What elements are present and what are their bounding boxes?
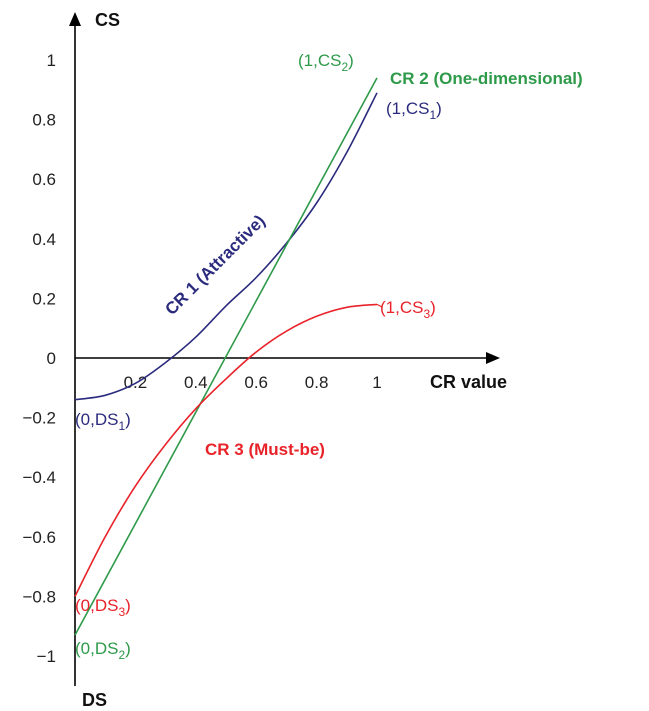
y-tick-label: −0.6 — [22, 528, 56, 547]
point-annotations: (1,CS2) (1,CS1) (1,CS3) (0,DS1) (0,DS3) (0,DS… — [75, 51, 442, 662]
x-axis-arrow — [486, 352, 500, 364]
x-tick-label: 0.4 — [184, 373, 208, 392]
anno-ds3: (0,DS3) — [75, 596, 131, 619]
x-tick-label: 0.6 — [244, 373, 268, 392]
series-label-cr2: CR 2 (One-dimensional) — [390, 69, 583, 88]
y-tick-label: −0.4 — [22, 468, 56, 487]
y-tick-label: 0.6 — [32, 170, 56, 189]
y-tick-label: 0 — [47, 349, 56, 368]
y-tick-label: 1 — [47, 51, 56, 70]
anno-ds2: (0,DS2) — [75, 639, 131, 662]
series-label-cr1: CR 1 (Attractive) — [161, 211, 269, 319]
series-line-cr1 — [74, 92, 378, 401]
anno-cs3: (1,CS3) — [380, 298, 436, 321]
x-tick-label: 0.8 — [305, 373, 329, 392]
y-tick-label: 0.8 — [32, 111, 56, 130]
series-curves — [74, 77, 378, 636]
y-tick-label: −0.2 — [22, 409, 56, 428]
anno-cs1: (1,CS1) — [386, 99, 442, 122]
y-axis-bottom-label: DS — [82, 690, 107, 710]
y-tick-label: 0.2 — [32, 289, 56, 308]
y-axis-top-label: CS — [95, 10, 120, 30]
y-tick-label: −1 — [37, 647, 56, 666]
y-tick-label: −0.8 — [22, 587, 56, 606]
y-tick-label: 0.4 — [32, 230, 56, 249]
x-axis-label: CR value — [430, 372, 507, 392]
tick-labels: 0.2 0.4 0.6 0.8 110.80.60.40.20−0.2−0.4−0.6−… — [22, 51, 381, 666]
x-tick-label: 1 — [372, 373, 381, 392]
series-line-cr3 — [74, 303, 378, 597]
anno-ds1: (0,DS1) — [75, 410, 131, 433]
anno-cs3-connector — [376, 303, 383, 308]
axes — [69, 12, 500, 686]
series-label-cr3: CR 3 (Must-be) — [205, 440, 325, 459]
series-line-cr2 — [74, 77, 378, 636]
y-axis-arrow — [69, 12, 81, 26]
anno-cs2: (1,CS2) — [298, 51, 354, 74]
